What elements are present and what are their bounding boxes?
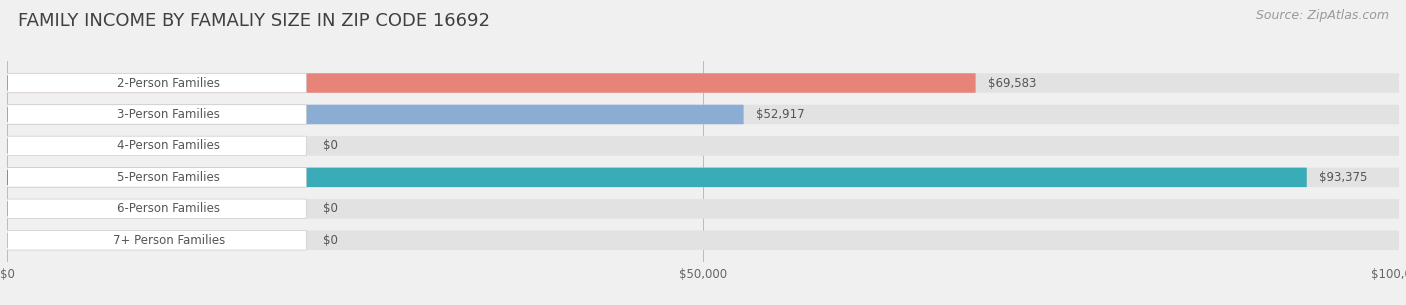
Text: Source: ZipAtlas.com: Source: ZipAtlas.com — [1256, 9, 1389, 22]
FancyBboxPatch shape — [7, 73, 1399, 93]
FancyBboxPatch shape — [7, 168, 307, 187]
Text: 4-Person Families: 4-Person Families — [117, 139, 221, 152]
Text: 6-Person Families: 6-Person Families — [117, 202, 221, 215]
FancyBboxPatch shape — [7, 105, 1399, 124]
Text: 7+ Person Families: 7+ Person Families — [112, 234, 225, 247]
Text: $93,375: $93,375 — [1319, 171, 1368, 184]
FancyBboxPatch shape — [7, 231, 1399, 250]
FancyBboxPatch shape — [7, 199, 1399, 219]
FancyBboxPatch shape — [7, 168, 1399, 187]
Text: $0: $0 — [323, 202, 337, 215]
Text: 3-Person Families: 3-Person Families — [117, 108, 221, 121]
FancyBboxPatch shape — [7, 136, 307, 156]
Text: 5-Person Families: 5-Person Families — [117, 171, 221, 184]
Text: $52,917: $52,917 — [756, 108, 804, 121]
Text: 2-Person Families: 2-Person Families — [117, 77, 221, 89]
FancyBboxPatch shape — [7, 199, 307, 219]
Text: $0: $0 — [323, 234, 337, 247]
FancyBboxPatch shape — [7, 105, 744, 124]
Text: $69,583: $69,583 — [988, 77, 1036, 89]
FancyBboxPatch shape — [7, 136, 1399, 156]
Text: FAMILY INCOME BY FAMALIY SIZE IN ZIP CODE 16692: FAMILY INCOME BY FAMALIY SIZE IN ZIP COD… — [18, 12, 491, 30]
FancyBboxPatch shape — [7, 73, 307, 93]
FancyBboxPatch shape — [7, 105, 307, 124]
FancyBboxPatch shape — [7, 73, 976, 93]
FancyBboxPatch shape — [7, 168, 1306, 187]
Text: $0: $0 — [323, 139, 337, 152]
FancyBboxPatch shape — [7, 231, 307, 250]
